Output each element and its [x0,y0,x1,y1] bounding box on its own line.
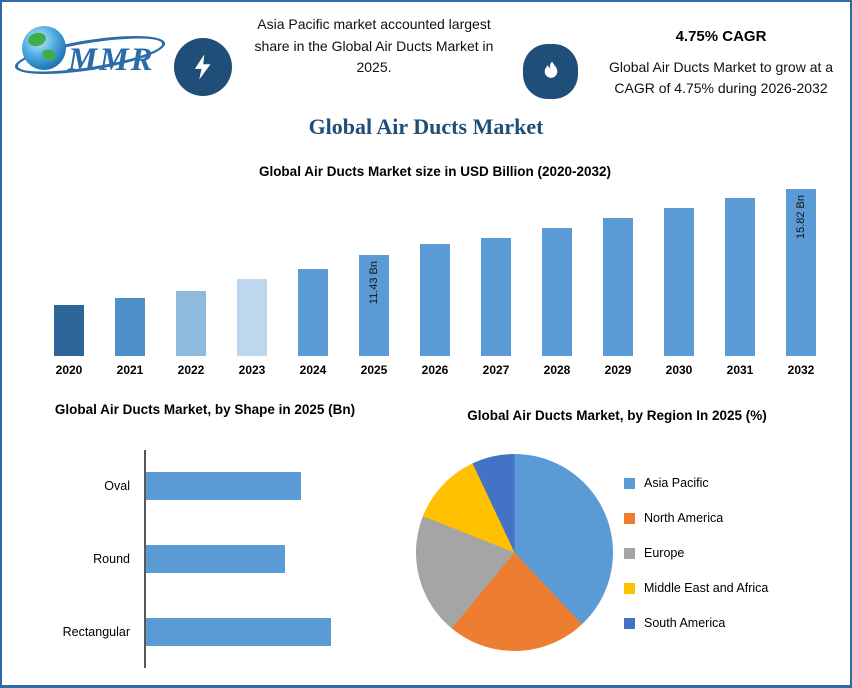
legend-item: South America [624,616,768,630]
shape-bar-rectangular [146,617,331,646]
bar-2031 [725,198,755,356]
x-axis-label: 2025 [360,363,388,377]
legend-label: North America [644,511,724,525]
legend-label: Asia Pacific [644,476,709,490]
bar-2026 [420,244,450,356]
legend-swatch [624,477,635,489]
globe-land-shape [26,30,48,49]
x-axis-label: 2030 [665,363,693,377]
logo-text: MMR [68,42,155,78]
market-highlight-note: Asia Pacific market accounted largest sh… [254,16,494,76]
x-axis-label: 2028 [543,363,571,377]
bar-2023 [237,279,267,356]
shape-category-label: Rectangular [62,624,130,639]
shape-bar-zone [144,595,394,669]
x-axis-label: 2022 [177,363,205,377]
bar-column-2027: 2027 [467,238,525,377]
x-axis-label: 2023 [238,363,266,377]
bar-data-label: 11.43 Bn [368,261,380,305]
legend-item: North America [624,511,768,525]
bar-column-2026: 2026 [406,244,464,377]
bar-chart-plot: 2020 2021 2022 2023 2024 11.43 Bn 2025 2026 2027… [40,183,830,377]
shape-row-rectangular: Rectangular [32,595,394,669]
shape-bar-oval [146,472,301,501]
legend-label: Middle East and Africa [644,581,769,595]
shape-category-label: Oval [104,479,130,494]
legend-label: Europe [644,546,685,560]
region-chart-title: Global Air Ducts Market, by Region In 20… [467,408,767,423]
globe-land-shape [40,47,58,63]
bar-2029 [603,218,633,356]
legend-label: South America [644,616,726,630]
legend-swatch [624,582,635,594]
bar-column-2021: 2021 [101,298,159,377]
bar-chart-title: Global Air Ducts Market size in USD Bill… [258,164,612,179]
shape-bar-round [146,545,285,573]
region-pie [416,454,613,651]
bar-column-2029: 2029 [589,218,647,377]
bar-column-2024: 2024 [284,269,342,377]
legend-swatch [624,547,635,559]
bar-column-2032: 15.82 Bn 2032 [772,189,830,377]
bar-column-2023: 2023 [223,279,281,377]
flame-icon [523,44,578,99]
legend-swatch [624,617,635,629]
shape-chart-title: Global Air Ducts Market, by Shape in 202… [54,402,356,417]
x-axis-label: 2027 [482,363,510,377]
legend-item: Asia Pacific [624,476,768,490]
shape-bar-zone [144,450,394,523]
region-legend: Asia Pacific North America Europe Middle Ea… [624,476,768,630]
shape-chart-rows: Oval Round Rectangular [32,450,394,669]
x-axis-label: 2024 [299,363,327,377]
x-axis-label: 2029 [604,363,632,377]
lightning-bolt-icon [174,38,232,96]
legend-item: Europe [624,546,768,560]
bar-column-2028: 2028 [528,228,586,377]
shape-row-oval: Oval [32,450,394,523]
bar-column-2020: 2020 [40,305,98,377]
x-axis-label: 2021 [116,363,144,377]
bar-2027 [481,238,511,356]
bar-2030 [664,208,694,356]
page-title: Global Air Ducts Market [308,114,544,139]
bar-data-label: 15.82 Bn [795,195,807,240]
bar-2032: 15.82 Bn [786,189,816,356]
bar-2028 [542,228,572,356]
legend-item: Middle East and Africa [624,581,768,595]
shape-bar-zone [144,522,394,596]
shape-category-label: Round [93,552,130,566]
mmr-logo: MMR [12,12,172,90]
flame-glyph [544,61,557,78]
bar-2025: 11.43 Bn [359,255,389,356]
cagr-value: 4.75% CAGR [675,28,767,45]
x-axis-label: 2020 [55,363,83,377]
bar-column-2031: 2031 [711,198,769,377]
x-axis-label: 2026 [421,363,449,377]
shape-row-round: Round [32,522,394,596]
cagr-note: Global Air Ducts Market to grow at a CAG… [608,59,834,96]
bar-2024 [298,269,328,356]
x-axis-label: 2032 [787,363,815,377]
lightning-bolt-glyph [194,54,211,80]
bar-2022 [176,291,206,356]
globe-icon [22,26,66,70]
bar-column-2022: 2022 [162,291,220,377]
bar-2020 [54,305,84,356]
bar-column-2030: 2030 [650,208,708,377]
x-axis-label: 2031 [726,363,754,377]
bar-column-2025: 11.43 Bn 2025 [345,255,403,377]
legend-swatch [624,512,635,524]
cagr-block: 4.75% CAGR Global Air Ducts Market to gr… [596,28,846,99]
bar-2021 [115,298,145,356]
